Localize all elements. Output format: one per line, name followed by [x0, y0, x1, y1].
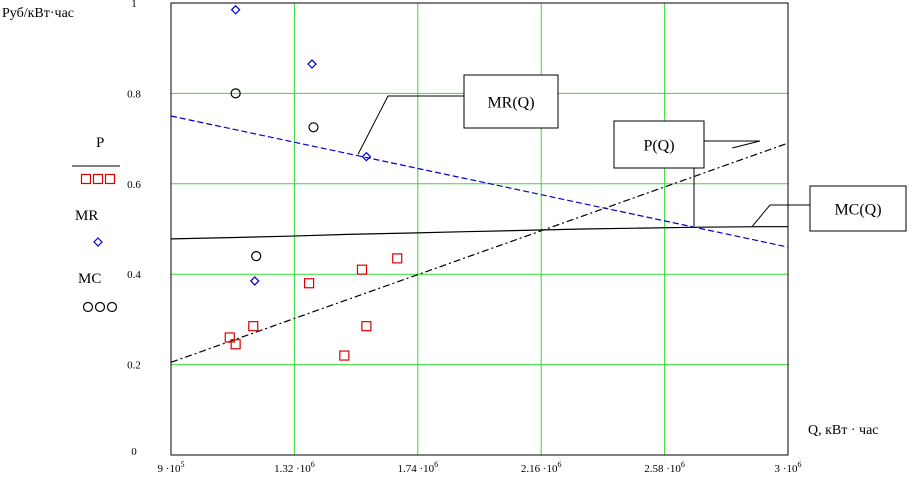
y-tick-label: 1 [131, 0, 137, 10]
plot-frame [170, 2, 789, 456]
point-mc [230, 88, 241, 99]
point-p [303, 278, 315, 289]
x-tick-label: 9 ·105 [158, 460, 185, 475]
line-mcq [170, 226, 788, 240]
y-tick-labels: 0 0.2 0.4 0.6 0.8 1 [127, 0, 141, 458]
y-tick-label: 0.4 [127, 269, 141, 281]
point-p [356, 264, 368, 275]
callout-label: MR(Q) [487, 95, 534, 112]
callout-label: MC(Q) [834, 202, 881, 219]
x-axis-title: Q, кВт · час [808, 423, 879, 438]
callout-box [463, 74, 559, 129]
x-tick-label: 2.16 ·106 [521, 460, 562, 475]
series-lines [170, 115, 789, 363]
y-tick-label: 0 [131, 446, 137, 458]
legend-marker-p [104, 173, 116, 185]
x-tick-label: 2.58 ·106 [644, 460, 685, 475]
y-axis-title: Руб/кВт·час [2, 6, 74, 21]
point-p [224, 332, 235, 343]
legend-label-mr: MR [75, 208, 98, 224]
point-mc [308, 122, 319, 133]
callout-box [809, 185, 907, 232]
point-mc [251, 251, 262, 262]
callout-leader [704, 140, 761, 149]
point-p [339, 350, 350, 361]
y-tick-label: 0.6 [127, 179, 141, 191]
y-tick-label: 0.8 [127, 88, 141, 100]
legend-marker-mc [94, 301, 106, 313]
point-p [361, 321, 372, 332]
legend-marker-mc [82, 301, 94, 313]
callout-leader [357, 95, 464, 155]
legend-marker-mc [106, 301, 118, 313]
line-pq [170, 142, 789, 363]
legend-marker-mr [93, 237, 103, 247]
grid [171, 3, 788, 455]
line-mrq [170, 115, 789, 248]
callout-box [613, 120, 705, 169]
point-p [248, 321, 259, 332]
x-tick-label: 1.32 ·106 [274, 460, 315, 475]
x-tick-labels: 9 ·105 1.32 ·106 1.74 ·106 2.16 ·106 2.58 ·1… [158, 460, 802, 475]
x-tick-label: 3 ·106 [775, 460, 802, 475]
point-p [230, 339, 241, 350]
x-tick-label: 1.74 ·106 [397, 460, 438, 475]
point-mr [361, 151, 372, 162]
legend-marker-p [80, 173, 92, 185]
legend: P MR MC [72, 135, 120, 313]
data-points [224, 4, 403, 361]
point-mr [230, 4, 241, 15]
legend-label-p: P [96, 135, 104, 151]
legend-label-mc: MC [78, 271, 101, 287]
callouts: MR(Q) P(Q) MC(Q) [357, 74, 907, 232]
point-mr [307, 59, 317, 69]
legend-marker-p [92, 173, 104, 185]
callout-label: P(Q) [643, 138, 674, 155]
callout-leader [751, 204, 810, 228]
point-p [392, 253, 403, 264]
y-tick-label: 0.2 [127, 360, 141, 372]
plot-border [170, 2, 789, 456]
point-mr [249, 276, 260, 286]
